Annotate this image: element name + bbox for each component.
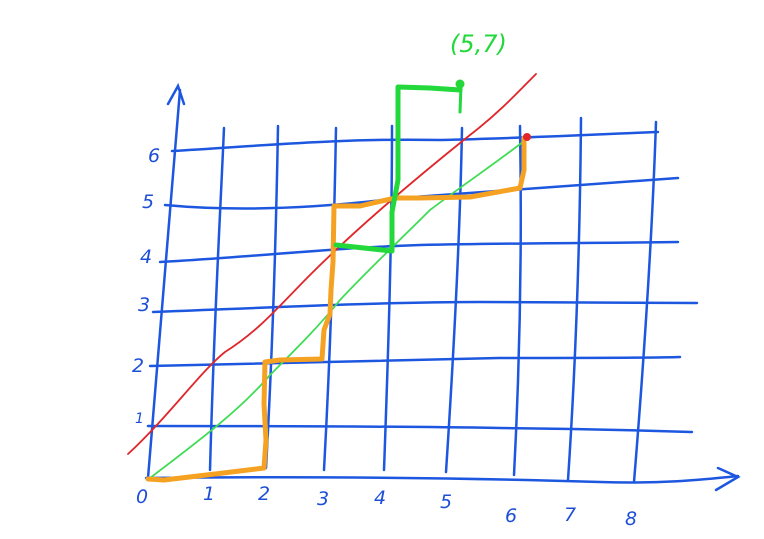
grid-line-y4 — [158, 240, 680, 264]
y-tick-label-3: 3 — [138, 294, 150, 316]
y-tick-labels: 1 2 3 4 5 6 — [132, 145, 160, 427]
x-tick-label-6: 6 — [505, 505, 517, 527]
y-axis-arrowhead — [166, 82, 186, 106]
red-diagonal-line — [127, 73, 537, 455]
y-tick-label-6: 6 — [148, 145, 160, 167]
x-tick-label-7: 7 — [564, 504, 576, 526]
y-tick-label-4: 4 — [140, 246, 152, 268]
green-path-endpoint — [455, 79, 465, 89]
green-path-tail — [458, 84, 463, 114]
x-tick-label-8: 8 — [625, 508, 637, 530]
grid-line-x8 — [632, 120, 658, 484]
grid-line-x1 — [208, 126, 226, 472]
x-axis — [144, 474, 740, 484]
grid-line-x5 — [444, 126, 464, 474]
x-axis-arrowhead — [714, 466, 741, 492]
green-lattice-path — [333, 81, 463, 254]
y-axis — [146, 88, 182, 480]
axes — [144, 82, 741, 492]
grid-line-y3 — [151, 300, 699, 314]
x-tick-label-1: 1 — [203, 483, 215, 505]
green-diagonal-line — [149, 137, 529, 479]
x-tick-label-5: 5 — [440, 491, 452, 513]
y-tick-label-1: 1 — [135, 411, 144, 427]
grid-line-y1 — [146, 424, 694, 434]
grid-line-x7 — [566, 116, 583, 482]
x-tick-label-4: 4 — [374, 487, 386, 509]
x-tick-label-2: 2 — [258, 483, 270, 505]
horizontal-grid-lines — [146, 130, 699, 434]
y-tick-label-5: 5 — [142, 191, 154, 213]
x-tick-labels: 0 1 2 3 4 5 6 7 8 — [136, 483, 637, 530]
x-tick-label-3: 3 — [317, 488, 329, 510]
y-tick-label-2: 2 — [132, 355, 144, 377]
grid-line-x4 — [382, 124, 394, 472]
grid-line-x6 — [512, 124, 522, 477]
point-annotation: (5,7) — [450, 30, 507, 58]
grid-line-y2 — [148, 355, 682, 368]
x-tick-label-0: 0 — [136, 486, 148, 508]
grid-line-y6 — [170, 130, 660, 153]
grid-line-y5 — [163, 176, 680, 210]
grid-line-x2 — [264, 124, 280, 470]
orange-lattice-path — [145, 135, 527, 483]
red-endpoint-dot — [523, 133, 531, 141]
